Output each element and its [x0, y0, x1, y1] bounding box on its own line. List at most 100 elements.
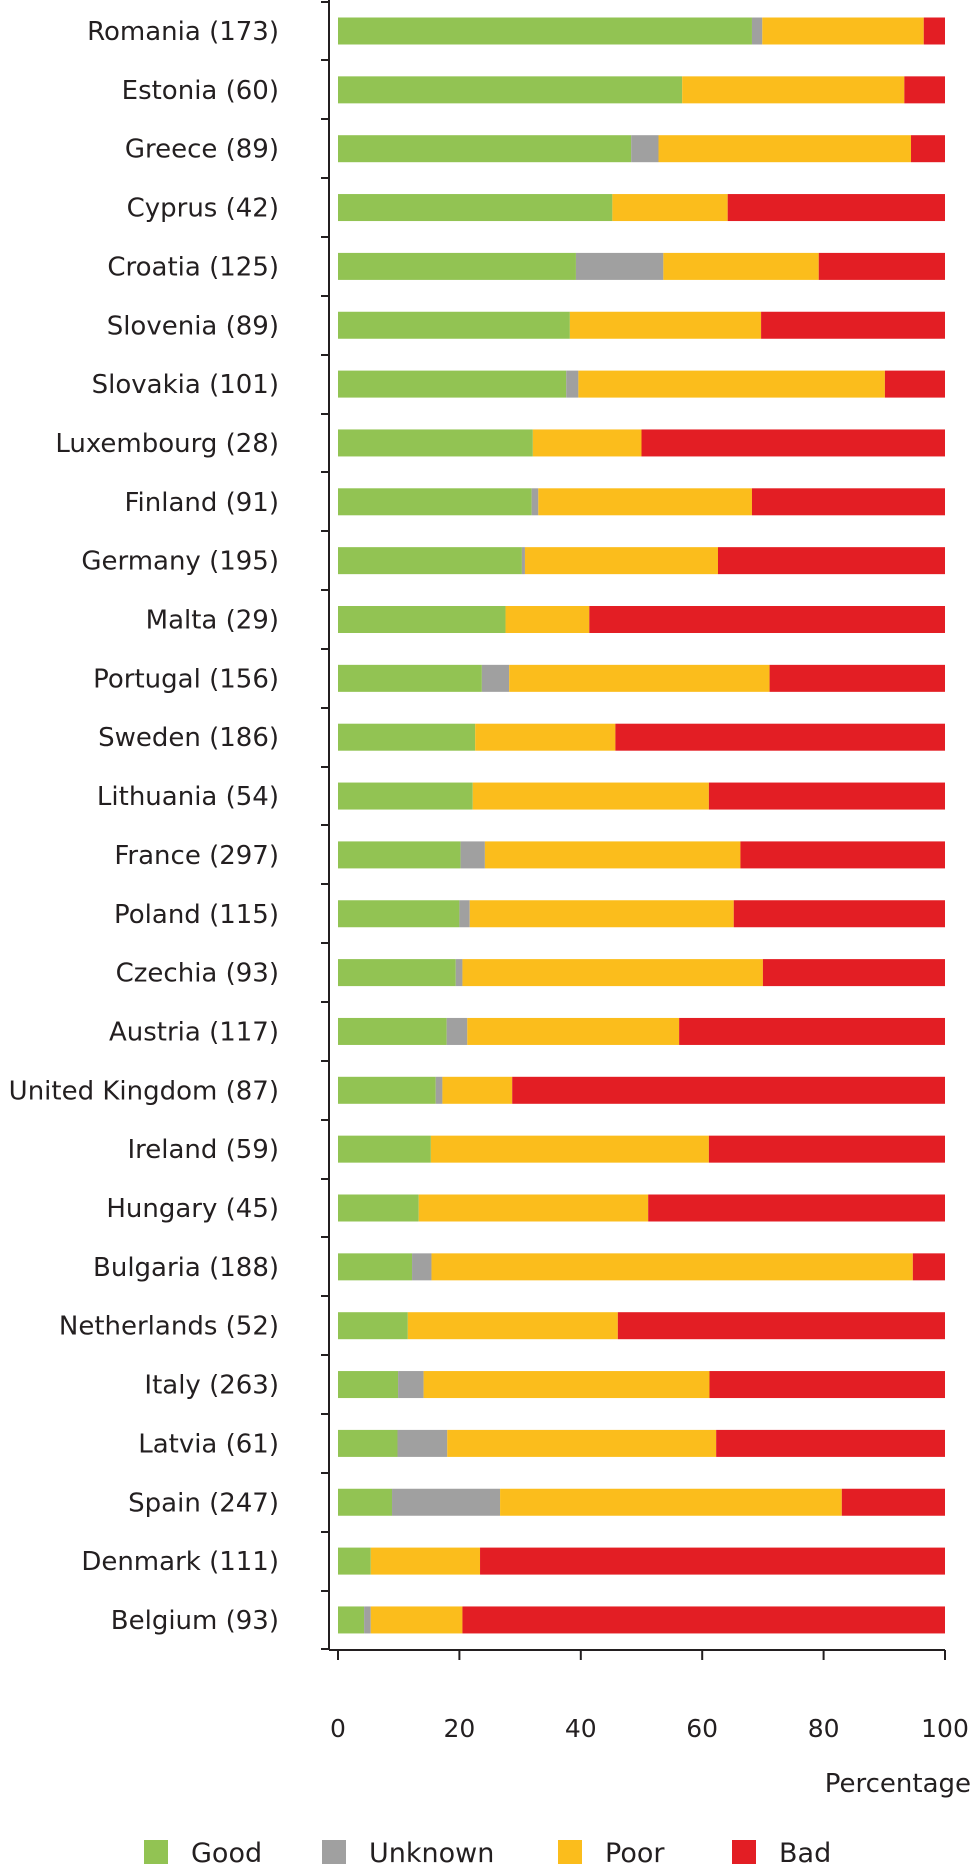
bar-segment-poor	[658, 135, 912, 163]
bar-segment-bad	[648, 1194, 945, 1222]
bar-segment-bad	[708, 782, 945, 810]
bar-row-latvia-61	[338, 1429, 945, 1457]
bar-segment-bad	[462, 1606, 945, 1634]
bar-segment-good	[338, 900, 460, 928]
category-label: Portugal (156)	[93, 664, 279, 694]
bar-segment-poor	[475, 723, 616, 751]
bar-row-spain-247	[338, 1488, 945, 1516]
category-label: Greece (89)	[125, 135, 279, 165]
category-label: Germany (195)	[81, 547, 279, 577]
bar-row-malta-29	[338, 606, 945, 633]
bar-segment-poor	[569, 311, 762, 339]
bar-row-united-kingdom-87	[338, 1076, 945, 1104]
category-label: Denmark (111)	[81, 1547, 279, 1577]
bar-segment-unknown	[435, 1076, 443, 1104]
bar-segment-unknown	[751, 17, 763, 45]
bar-segment-good	[338, 723, 476, 751]
bar-row-lithuania-54	[338, 782, 945, 810]
bar-row-czechia-93	[338, 959, 945, 987]
bar-segment-poor	[430, 1135, 709, 1163]
category-label: Ireland (59)	[127, 1135, 279, 1165]
bar-segment-bad	[717, 547, 945, 575]
bar-segment-bad	[912, 1253, 945, 1281]
bar-segment-bad	[727, 194, 945, 222]
x-tick-label: 20	[443, 1714, 475, 1743]
bar-segment-poor	[407, 1312, 618, 1340]
bar-row-belgium-93	[338, 1606, 945, 1634]
bar-row-finland-91	[338, 488, 945, 516]
bar-row-netherlands-52	[338, 1312, 945, 1340]
bar-segment-unknown	[398, 1371, 424, 1399]
bar-segment-good	[338, 135, 632, 163]
bar-segment-good	[338, 1371, 399, 1399]
x-tick-label: 60	[686, 1714, 718, 1743]
category-label: Croatia (125)	[107, 252, 279, 282]
bar-row-bulgaria-188	[338, 1253, 945, 1281]
bar-segment-poor	[500, 1488, 842, 1516]
bar-segment-bad	[740, 841, 945, 869]
category-label: Estonia (60)	[122, 76, 279, 106]
bar-segment-bad	[589, 606, 945, 633]
bar-segment-unknown	[397, 1429, 448, 1457]
bar-segment-good	[338, 1194, 419, 1222]
legend-swatch	[558, 1840, 582, 1864]
bar-segment-unknown	[531, 488, 539, 516]
bar-segment-good	[338, 252, 576, 280]
legend-swatch	[322, 1840, 346, 1864]
bar-segment-good	[338, 606, 506, 633]
bar-segment-poor	[418, 1194, 649, 1222]
bar-segment-bad	[923, 17, 945, 45]
category-label: Austria (117)	[109, 1018, 279, 1048]
legend-item-good: Good	[144, 1838, 262, 1869]
bar-segment-unknown	[631, 135, 659, 163]
bar-row-romania-173	[338, 17, 945, 45]
bar-segment-unknown	[455, 959, 463, 987]
bar-segment-unknown	[446, 1017, 468, 1045]
legend-swatch	[144, 1840, 168, 1864]
bar-segment-good	[338, 1135, 431, 1163]
bar-segment-poor	[538, 488, 752, 516]
x-axis-title: Percentage	[825, 1769, 971, 1799]
legend-label: Unknown	[369, 1838, 494, 1869]
legend-item-poor: Poor	[558, 1838, 665, 1869]
bar-row-cyprus-42	[338, 194, 945, 222]
category-label: Bulgaria (188)	[93, 1253, 279, 1283]
bar-segment-bad	[761, 311, 945, 339]
bar-segment-bad	[716, 1429, 945, 1457]
bar-row-france-297	[338, 841, 945, 869]
bar-segment-good	[338, 664, 482, 692]
bar-segment-good	[338, 959, 456, 987]
bar-row-poland-115	[338, 900, 945, 928]
bar-segment-unknown	[521, 547, 525, 575]
bar-segment-bad	[709, 1371, 945, 1399]
category-label: France (297)	[114, 841, 279, 871]
category-label: Spain (247)	[128, 1488, 279, 1518]
bar-segment-unknown	[459, 900, 470, 928]
bar-segment-unknown	[481, 664, 510, 692]
bar-segment-good	[338, 1547, 371, 1575]
category-label: Italy (263)	[144, 1371, 279, 1401]
bar-segment-unknown	[392, 1488, 501, 1516]
bar-segment-good	[338, 311, 570, 339]
bar-segment-poor	[509, 664, 770, 692]
bar-segment-bad	[708, 1135, 945, 1163]
bar-segment-bad	[911, 135, 945, 163]
axes-layer	[321, 0, 946, 1660]
bar-segment-unknown	[460, 841, 485, 869]
category-label: Romania (173)	[87, 17, 279, 47]
bar-segment-poor	[472, 782, 709, 810]
bar-row-hungary-45	[338, 1194, 945, 1222]
bar-segment-poor	[423, 1371, 710, 1399]
bar-row-estonia-60	[338, 76, 945, 104]
bar-segment-good	[338, 1488, 393, 1516]
x-tick-label: 100	[921, 1714, 969, 1743]
bar-segment-good	[338, 1429, 398, 1457]
bar-segment-unknown	[575, 252, 664, 280]
bar-segment-bad	[762, 959, 945, 987]
bar-row-slovakia-101	[338, 370, 945, 398]
bar-segment-poor	[467, 1017, 680, 1045]
bar-segment-poor	[682, 76, 905, 104]
bar-segment-good	[338, 1076, 436, 1104]
bar-segment-bad	[884, 370, 945, 398]
